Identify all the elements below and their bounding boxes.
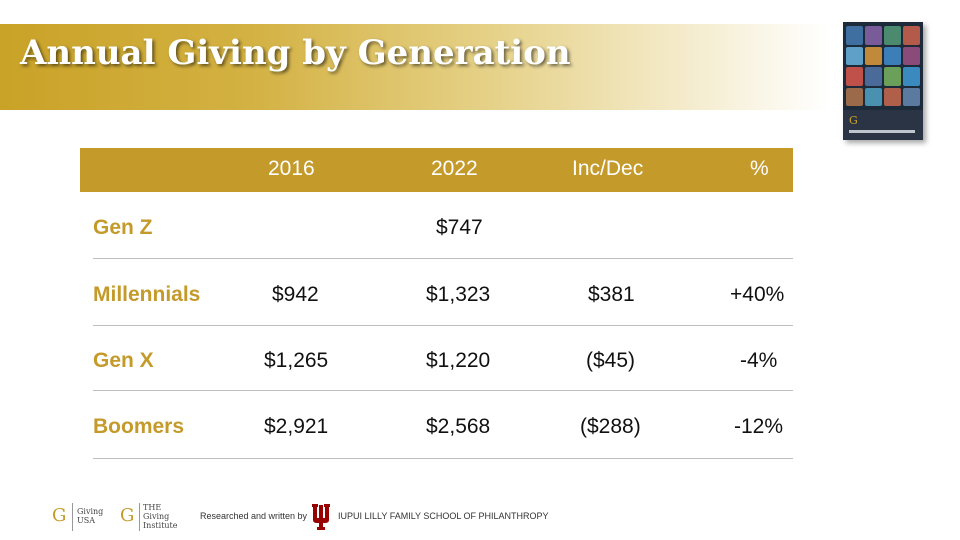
cell-millennials-pct: +40%: [730, 283, 785, 306]
title-banner: [0, 24, 830, 110]
giving-usa-logo-text: Giving USA: [77, 507, 104, 525]
header-inc-dec: Inc/Dec: [572, 157, 644, 180]
report-cover-image: G: [843, 22, 923, 140]
cell-boomers-pct: -12%: [734, 415, 784, 438]
cell-gen-x-2022: $1,220: [426, 349, 491, 372]
row-label-millennials: Millennials: [93, 283, 201, 306]
cell-boomers-2022: $2,568: [426, 415, 491, 438]
cell-boomers-2016: $2,921: [264, 415, 329, 438]
cover-strip: [843, 110, 923, 140]
row-divider: [93, 390, 793, 391]
cell-gen-x-change: ($45): [586, 349, 636, 372]
row-divider: [93, 325, 793, 326]
row-label-gen-z: Gen Z: [93, 216, 153, 239]
slide-title: Annual Giving by Generation: [20, 33, 571, 73]
cover-line: [849, 130, 915, 133]
table-header-bar: [80, 148, 793, 192]
iu-trident-icon: [312, 504, 330, 530]
row-divider: [93, 258, 793, 259]
row-divider: [93, 458, 793, 459]
logo-divider: [139, 503, 140, 531]
cell-gen-x-2016: $1,265: [264, 349, 329, 372]
logo-divider: [72, 503, 73, 531]
giving-institute-g-icon: G: [120, 505, 135, 526]
cover-g-icon: G: [849, 114, 858, 127]
cover-photo-grid: [846, 26, 920, 106]
giving-institute-logo-text: THE Giving Institute: [143, 503, 178, 530]
header-percent: %: [750, 157, 769, 180]
row-label-gen-x: Gen X: [93, 349, 154, 372]
cell-millennials-change: $381: [588, 283, 635, 306]
iupui-school-text: IUPUI LILLY FAMILY SCHOOL OF PHILANTHROP…: [338, 511, 549, 521]
header-2022: 2022: [431, 157, 478, 180]
cell-boomers-change: ($288): [580, 415, 641, 438]
cell-millennials-2022: $1,323: [426, 283, 491, 306]
researched-by-text: Researched and written by: [200, 511, 308, 521]
header-2016: 2016: [268, 157, 315, 180]
cell-gen-x-pct: -4%: [740, 349, 778, 372]
cell-millennials-2016: $942: [272, 283, 319, 306]
row-label-boomers: Boomers: [93, 415, 185, 438]
cell-gen-z-2022: $747: [436, 216, 483, 239]
giving-usa-g-icon: G: [52, 505, 67, 526]
